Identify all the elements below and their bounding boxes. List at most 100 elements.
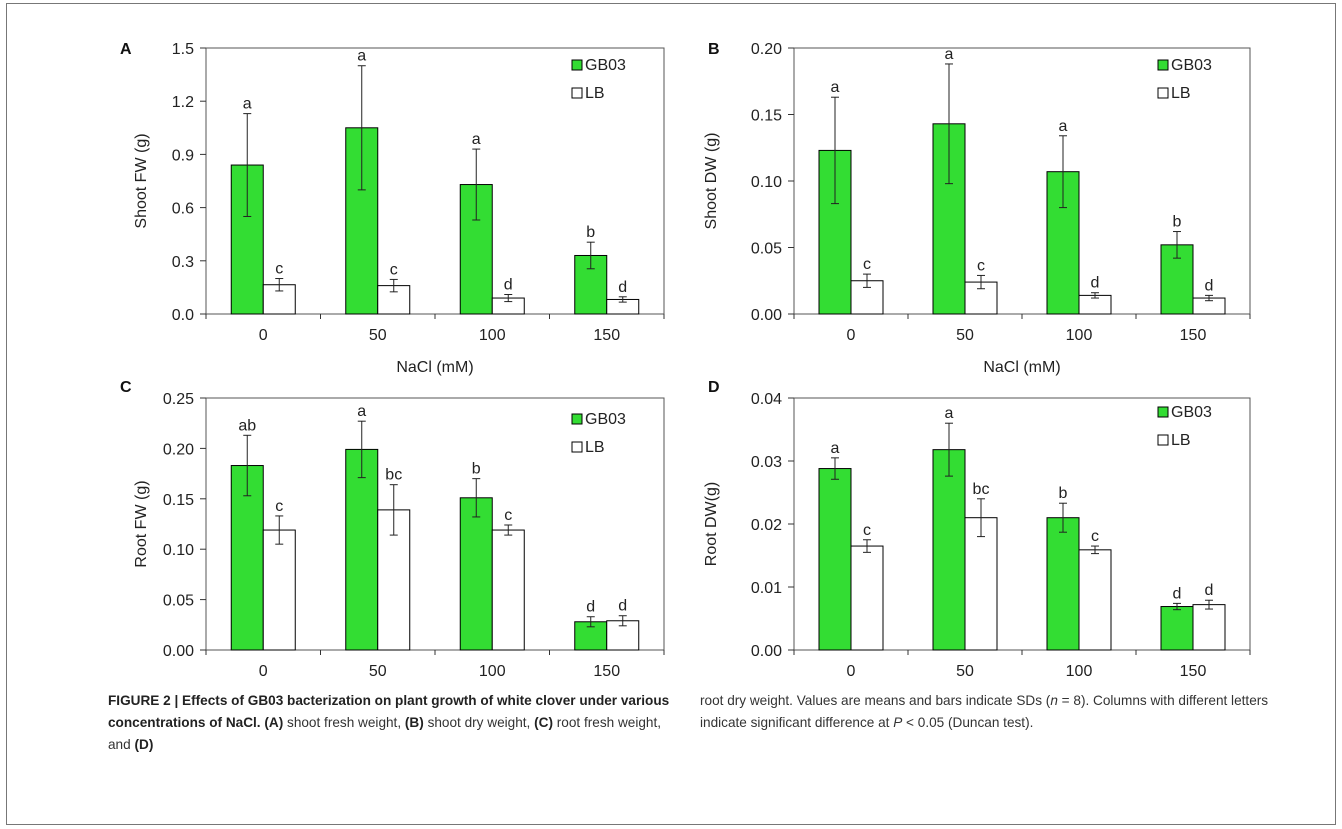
significance-letter: c: [275, 498, 283, 515]
x-tick-label: 100: [1066, 327, 1093, 344]
caption-text-c: root fresh weight, and: [108, 715, 662, 752]
bar-gb03: [818, 468, 852, 651]
legend-swatch-lb: [571, 87, 583, 99]
x-tick-label: 100: [479, 663, 506, 680]
y-tick-label: 0.05: [163, 593, 194, 610]
legend-label-lb: LB: [585, 85, 605, 102]
bar-gb03: [345, 448, 379, 651]
significance-letter: d: [586, 599, 595, 616]
significance-letter: d: [618, 598, 627, 615]
y-tick-label: 0.03: [751, 454, 782, 471]
caption-n-var: n: [1050, 693, 1058, 708]
x-tick-label: 150: [593, 663, 620, 680]
significance-letter: c: [863, 256, 871, 273]
bar-gb03: [932, 449, 966, 651]
legend-swatch-gb03: [1157, 406, 1169, 418]
legend-label-gb03: GB03: [1171, 57, 1212, 74]
legend-label-lb: LB: [1171, 85, 1191, 102]
y-tick-label: 0.15: [751, 108, 782, 125]
significance-letter: b: [472, 461, 481, 478]
significance-letter: d: [504, 276, 513, 293]
significance-letter: a: [243, 96, 252, 113]
legend-swatch-gb03: [1157, 59, 1169, 71]
legend-swatch-gb03: [571, 413, 583, 425]
significance-letter: a: [831, 79, 840, 96]
bar-lb: [964, 517, 998, 651]
x-tick-label: 0: [847, 327, 856, 344]
y-axis-label: Shoot DW (g): [703, 133, 720, 230]
y-tick-label: 0.02: [751, 517, 782, 534]
significance-letter: a: [1059, 118, 1068, 135]
legend-label-gb03: GB03: [585, 411, 626, 428]
legend-label-gb03: GB03: [585, 57, 626, 74]
legend-label-lb: LB: [585, 439, 605, 456]
y-axis-label: Shoot FW (g): [133, 133, 150, 228]
x-tick-label: 0: [259, 327, 268, 344]
bar-lb: [1192, 604, 1226, 651]
legend-swatch-gb03: [571, 59, 583, 71]
significance-letter: d: [618, 279, 627, 296]
legend-swatch-lb: [571, 441, 583, 453]
significance-letter: d: [1205, 277, 1214, 294]
y-tick-label: 0.00: [751, 643, 782, 660]
figure-charts: A 0.0 0.3 0.6 0.9 1.2 1.5 Shoot FW (g) 0 a c 50 a c 10…: [120, 41, 1251, 680]
y-tick-label: 0.25: [163, 391, 194, 408]
panel-letter: C: [120, 379, 132, 396]
panel-letter: A: [120, 41, 132, 58]
caption-tag-c: (C): [534, 715, 553, 730]
y-tick-label: 0.0: [172, 307, 194, 324]
x-tick-label: 100: [479, 327, 506, 344]
caption-left: FIGURE 2 | Effects of GB03 bacterization…: [108, 690, 674, 756]
caption-text-d: root dry weight. Values are means and ba…: [700, 693, 1051, 708]
caption-label: FIGURE 2 | Effects of GB03 bacterization…: [108, 693, 670, 730]
y-axis-label: Root FW (g): [133, 480, 150, 567]
caption-tag-a: (A): [264, 715, 284, 730]
significance-letter: d: [1091, 275, 1100, 292]
caption-p-value: < 0.05 (Duncan test).: [902, 715, 1034, 730]
legend-label-gb03: GB03: [1171, 404, 1212, 421]
y-tick-label: 0.20: [163, 441, 194, 458]
x-tick-label: 0: [259, 663, 268, 680]
x-tick-label: 100: [1066, 663, 1093, 680]
caption-p-var: P: [893, 715, 903, 730]
figure-frame: [6, 3, 1336, 825]
y-tick-label: 0.15: [163, 492, 194, 509]
bar-lb: [850, 545, 884, 651]
y-tick-label: 1.5: [172, 41, 194, 58]
x-tick-label: 50: [956, 663, 974, 680]
significance-letter: a: [831, 440, 840, 457]
y-tick-label: 0.00: [751, 307, 782, 324]
significance-letter: c: [390, 261, 398, 278]
bar-gb03: [459, 497, 493, 651]
y-tick-label: 0.04: [751, 391, 782, 408]
significance-letter: a: [357, 48, 366, 65]
panel-letter: D: [708, 379, 720, 396]
caption-tag-b: (B): [404, 715, 424, 730]
significance-letter: a: [945, 46, 954, 63]
y-tick-label: 0.00: [163, 643, 194, 660]
y-tick-label: 0.10: [751, 174, 782, 191]
significance-letter: bc: [973, 481, 990, 498]
significance-letter: d: [1205, 582, 1214, 599]
x-tick-label: 150: [1180, 663, 1207, 680]
y-tick-label: 0.9: [172, 147, 194, 164]
y-tick-label: 0.05: [751, 241, 782, 258]
bar-lb: [850, 280, 884, 315]
chart-panel-b: B 0.00 0.05 0.10 0.15 0.20 Shoot DW (g) 0 a c 50 a c…: [703, 41, 1251, 376]
y-tick-label: 1.2: [172, 94, 194, 111]
caption-tag-d: (D): [134, 737, 154, 752]
caption-text-a: shoot fresh weight,: [287, 715, 402, 730]
caption-right: root dry weight. Values are means and ba…: [700, 690, 1285, 734]
caption-n-value: = 8). Columns with different letters ind…: [700, 693, 1269, 730]
significance-letter: ab: [238, 417, 256, 434]
legend-label-lb: LB: [1171, 432, 1191, 449]
bar-gb03: [1046, 517, 1080, 651]
significance-letter: c: [1091, 528, 1099, 545]
x-tick-label: 150: [593, 327, 620, 344]
x-axis-label: NaCl (mM): [396, 359, 473, 376]
significance-letter: d: [1173, 585, 1182, 602]
x-tick-label: 50: [956, 327, 974, 344]
significance-letter: bc: [385, 467, 402, 484]
